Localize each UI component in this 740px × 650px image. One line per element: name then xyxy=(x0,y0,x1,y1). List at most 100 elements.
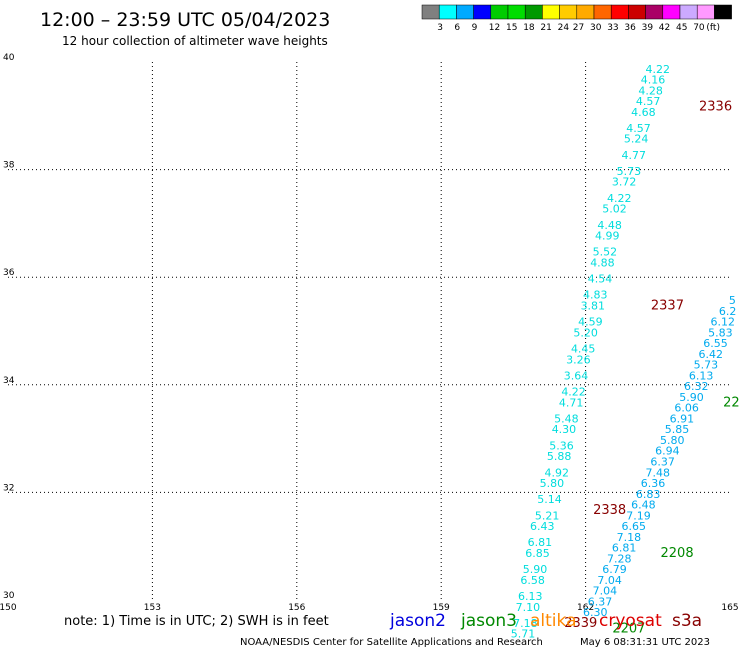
wave-height-value: 6.13 xyxy=(518,590,543,603)
color-swatch xyxy=(645,4,664,20)
y-tick-label: 36 xyxy=(3,268,15,278)
wave-height-value: 6.81 xyxy=(528,536,553,549)
color-scale-label: 70 xyxy=(693,23,705,33)
wave-height-value: 4.45 xyxy=(571,343,596,356)
wave-height-value: 6.12 xyxy=(711,316,736,329)
color-scale-label: 30 xyxy=(590,23,602,33)
wave-height-value: 6.83 xyxy=(636,488,661,501)
wave-height-value: 7.04 xyxy=(593,585,618,598)
color-swatch xyxy=(559,4,578,20)
wave-height-value: 5.83 xyxy=(708,326,733,339)
wave-height-value: 4.92 xyxy=(544,466,569,479)
pass-time-label: 2208 xyxy=(661,546,694,561)
pass-time-labels: 2336 2337 2338 2339 2206 2208 2207 xyxy=(564,99,740,636)
wave-height-value: 6.06 xyxy=(674,402,699,415)
wave-height-value: 3.26 xyxy=(566,353,591,366)
wave-height-value: 5.90 xyxy=(523,563,548,576)
color-scale-label: 39 xyxy=(642,23,654,33)
units-note: note: 1) Time is in UTC; 2) SWH is in fe… xyxy=(64,614,329,629)
chart-subtitle: 12 hour collection of altimeter wave hei… xyxy=(62,34,328,48)
wave-height-value: 6.94 xyxy=(655,445,680,458)
wave-height-value: 6.42 xyxy=(698,348,723,361)
pass-time-label: 2338 xyxy=(593,503,626,518)
wave-height-value: 5.90 xyxy=(679,391,704,404)
color-scale-label: 42 xyxy=(659,23,670,33)
x-tick-label: 162 xyxy=(577,603,594,613)
color-scale-label: 6 xyxy=(454,23,460,33)
color-swatch xyxy=(542,4,560,20)
y-tick-label: 40 xyxy=(3,53,15,63)
wave-height-value: 4.57 xyxy=(626,122,651,135)
wave-height-value: 4.54 xyxy=(588,273,613,286)
x-tick-label: 156 xyxy=(288,603,305,613)
wave-height-value: 5.48 xyxy=(554,412,579,425)
wave-height-value: 4.22 xyxy=(646,63,671,76)
wave-height-value: 5 xyxy=(729,294,736,307)
color-swatch xyxy=(714,4,732,20)
chart-title: 12:00 – 23:59 UTC 05/04/2023 xyxy=(40,9,330,31)
color-swatch xyxy=(473,4,492,20)
pass-time-label: 2339 xyxy=(564,616,597,631)
color-scale-label: 33 xyxy=(607,23,618,33)
wave-height-value: 6.79 xyxy=(602,563,627,576)
color-swatch xyxy=(696,4,715,20)
wave-height-value: 6.85 xyxy=(525,547,550,560)
color-swatch xyxy=(490,4,509,20)
color-scale-unit: (ft) xyxy=(706,23,720,33)
wave-height-value: 4.83 xyxy=(583,289,608,302)
wave-height-value: 4.22 xyxy=(561,386,586,399)
color-scale-label: 15 xyxy=(506,23,517,33)
color-swatch xyxy=(438,4,457,20)
color-scale-label: 45 xyxy=(676,23,687,33)
color-scale-label: 3 xyxy=(437,23,443,33)
wave-height-value: 7.04 xyxy=(597,574,622,587)
color-scale: 3 6 9 12 15 18 21 24 27 30 33 36 39 42 45 70 (ft) xyxy=(421,4,732,33)
wave-height-value: 6.91 xyxy=(670,412,695,425)
color-scale-label: 12 xyxy=(489,23,500,33)
x-tick-label: 153 xyxy=(144,603,161,613)
color-swatch xyxy=(610,4,629,20)
x-tick-label: 165 xyxy=(721,603,738,613)
wave-height-value: 6.43 xyxy=(530,520,555,533)
color-swatch xyxy=(421,4,440,20)
footer-credit: NOAA/NESDIS Center for Satellite Applica… xyxy=(240,637,543,648)
satellite-legend: jason2 jason3 altika cryosat s3a xyxy=(389,611,702,631)
y-tick-label: 32 xyxy=(3,483,14,493)
wave-height-value: 5.20 xyxy=(573,326,598,339)
color-scale-label: 9 xyxy=(472,23,478,33)
y-tick-label: 30 xyxy=(3,591,15,601)
wave-height-value: 5.71 xyxy=(511,628,536,641)
wave-height-value: 3.64 xyxy=(564,369,589,382)
wave-height-values: 4.224.164.284.574.684.575.244.775.733.72… xyxy=(511,63,737,641)
wave-height-value: 6.32 xyxy=(684,380,709,393)
color-swatch xyxy=(507,4,526,20)
wave-height-value: 4.71 xyxy=(559,396,584,409)
wave-height-value: 5.24 xyxy=(624,133,649,146)
satellite-legend-item: jason3 xyxy=(460,611,517,631)
wave-height-value: 6.37 xyxy=(650,456,675,469)
wave-height-value: 4.68 xyxy=(631,106,656,119)
wave-height-value: 5.85 xyxy=(665,423,690,436)
satellite-legend-item: cryosat xyxy=(599,611,662,631)
wave-height-value: 5.14 xyxy=(537,493,562,506)
wave-height-value: 6.81 xyxy=(612,542,637,555)
wave-height-value: 4.22 xyxy=(607,192,632,205)
color-swatch xyxy=(593,4,612,20)
wave-height-value: 6.2 xyxy=(719,305,737,318)
wave-height-value: 4.48 xyxy=(597,219,622,232)
wave-height-value: 6.65 xyxy=(621,520,646,533)
wave-height-value: 6.58 xyxy=(520,574,545,587)
pass-time-label: 2207 xyxy=(612,621,645,636)
wave-height-value: 4.28 xyxy=(638,84,663,97)
pass-time-label: 2337 xyxy=(651,298,684,313)
wave-height-value: 6.30 xyxy=(583,606,608,619)
wave-height-value: 5.80 xyxy=(660,434,685,447)
wave-height-value: 4.57 xyxy=(636,95,661,108)
axis-ticks: 150 153 156 159 162 165 40 38 36 34 32 30 xyxy=(0,53,739,613)
wave-height-value: 5.52 xyxy=(593,246,618,259)
map-grid xyxy=(8,62,730,600)
footer-timestamp: May 6 08:31:31 UTC 2023 xyxy=(580,637,710,648)
wave-height-value: 4.16 xyxy=(641,74,666,87)
color-swatch xyxy=(456,4,474,20)
